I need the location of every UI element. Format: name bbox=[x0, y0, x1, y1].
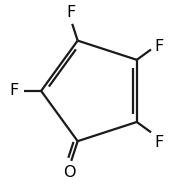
Text: F: F bbox=[155, 39, 164, 54]
Text: F: F bbox=[10, 83, 19, 98]
Text: O: O bbox=[64, 165, 76, 180]
Text: F: F bbox=[155, 135, 164, 150]
Text: F: F bbox=[66, 5, 75, 20]
